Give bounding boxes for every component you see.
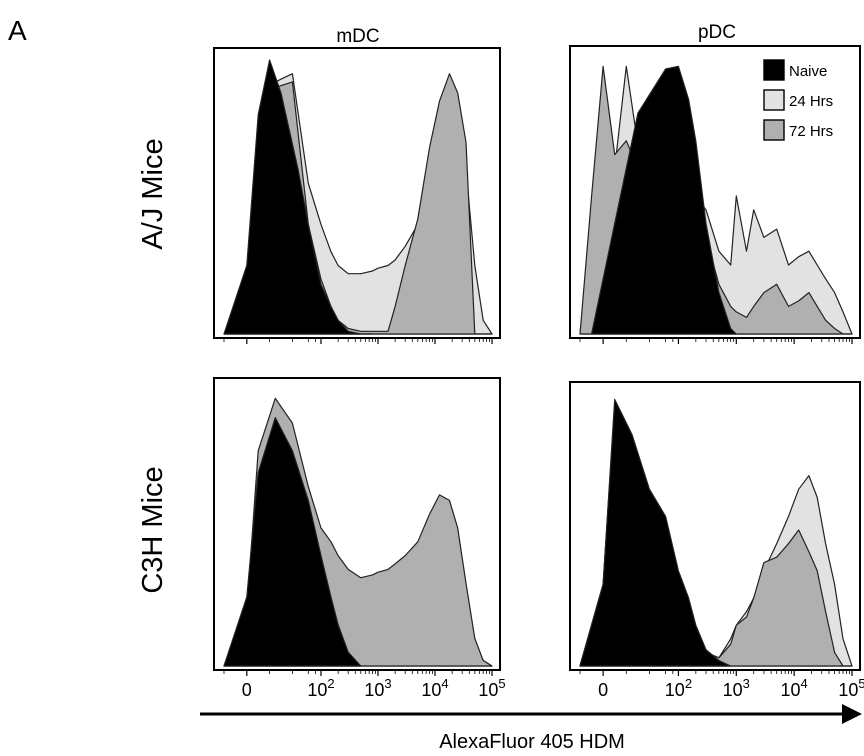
legend-entry: 72 Hrs — [763, 119, 833, 141]
x-tick-marks — [579, 338, 853, 344]
x-tick-label: 102 — [665, 676, 692, 700]
x-tick-label: 104 — [421, 676, 448, 700]
row-label-aj: A/J Mice — [137, 138, 169, 249]
histogram-panels — [213, 45, 861, 676]
legend: Naive 24 Hrs 72 Hrs — [763, 59, 833, 141]
x-tick-labels: 0 102 103 104 105 0 102 103 104 105 — [242, 676, 864, 700]
panel-letter: A — [8, 15, 27, 46]
x-tick-marks — [223, 670, 493, 676]
x-tick-label: 103 — [723, 676, 750, 700]
x-axis-arrow-head — [842, 704, 862, 724]
legend-label: 24 Hrs — [789, 93, 833, 110]
x-tick-marks — [223, 338, 493, 344]
column-header-mdc: mDC — [336, 26, 379, 47]
x-axis-label: AlexaFluor 405 HDM — [439, 731, 625, 753]
legend-swatch — [763, 89, 785, 111]
legend-swatch — [763, 119, 785, 141]
histogram-series-naive — [223, 59, 374, 335]
x-tick-label: 105 — [478, 676, 505, 700]
histogram-series-naive — [591, 65, 737, 335]
panel-frame — [569, 381, 861, 671]
x-tick-label: 0 — [242, 680, 252, 700]
histogram-panel-1 — [213, 47, 501, 344]
panel-frame — [213, 377, 501, 671]
panel-frame — [569, 45, 861, 339]
x-tick-label: 105 — [838, 676, 864, 700]
legend-entry: Naive — [763, 59, 827, 81]
row-label-c3h: C3H Mice — [137, 466, 169, 593]
x-tick-label: 104 — [781, 676, 808, 700]
x-tick-label: 102 — [307, 676, 334, 700]
legend-swatch — [763, 59, 785, 81]
histogram-panel-3 — [213, 377, 501, 676]
column-header-pdc: pDC — [698, 22, 736, 43]
histogram-series-naive — [579, 398, 732, 667]
legend-label: Naive — [789, 63, 827, 80]
x-tick-marks — [579, 670, 853, 676]
legend-entry: 24 Hrs — [763, 89, 833, 111]
x-tick-label: 103 — [364, 676, 391, 700]
histogram-panel-2 — [569, 45, 861, 344]
x-tick-label: 0 — [598, 680, 608, 700]
legend-label: 72 Hrs — [789, 123, 833, 140]
histogram-series-naive — [223, 417, 362, 667]
panel-frame — [213, 47, 501, 339]
histogram-panel-4 — [569, 381, 861, 676]
